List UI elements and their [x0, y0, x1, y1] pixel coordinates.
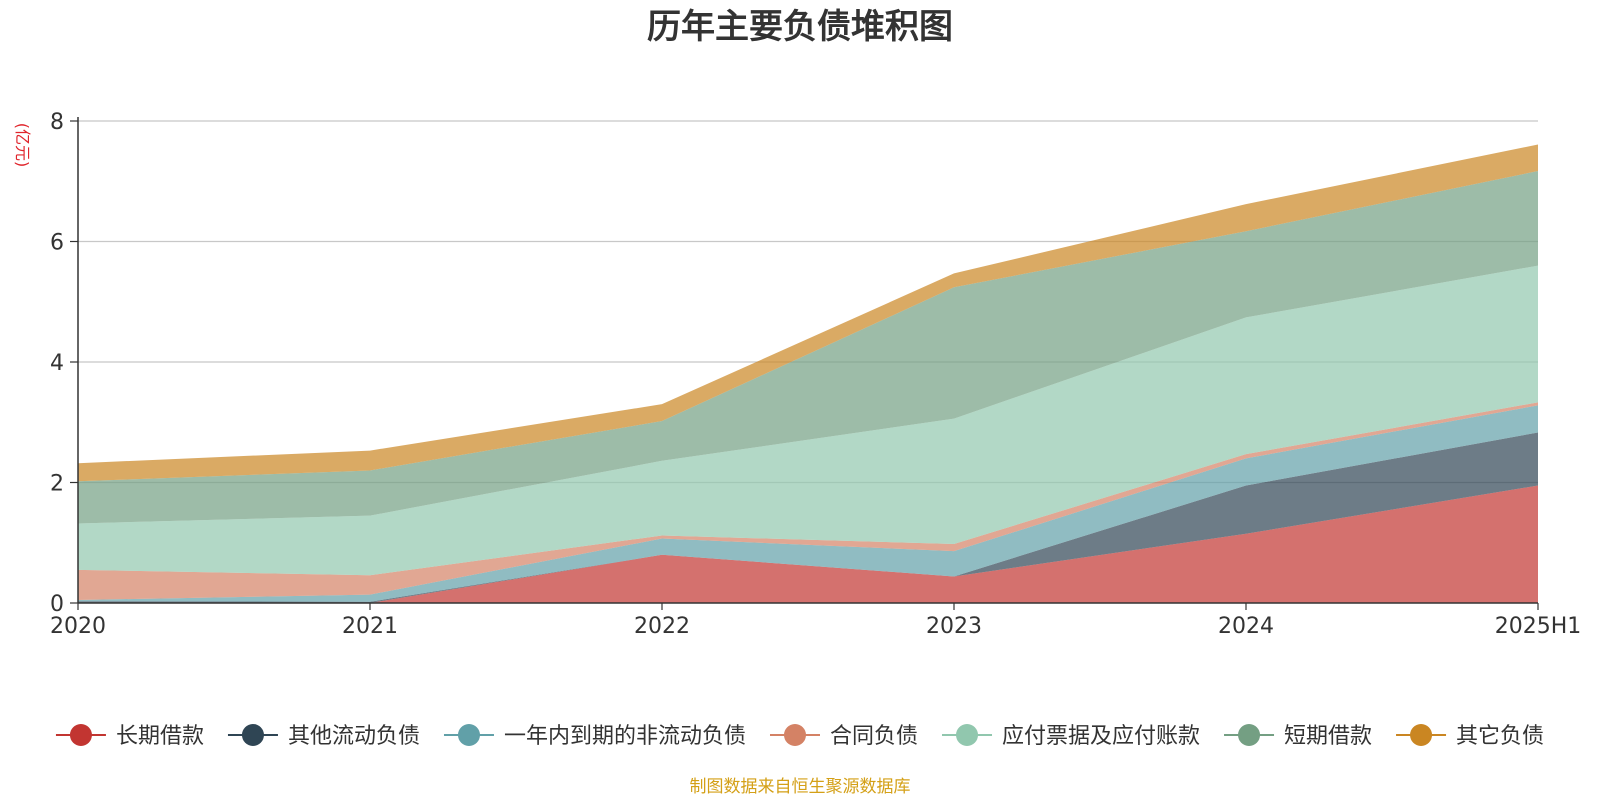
area-series-1	[78, 485, 1538, 603]
data-source-note: 制图数据来自恒生聚源数据库	[690, 777, 911, 797]
legend-circle-icon	[956, 724, 979, 746]
area-series-7	[78, 144, 1538, 482]
area-series	[78, 144, 1538, 603]
legend-label: 短期借款	[1284, 724, 1372, 749]
chart-title: 历年主要负债堆积图	[647, 7, 953, 47]
legend-label: 其它负债	[1456, 724, 1544, 749]
y-axis-unit: (亿元)	[13, 123, 32, 168]
legend-item[interactable]: 一年内到期的非流动负债	[443, 724, 746, 749]
x-tick-label: 2024	[1218, 614, 1274, 639]
legend-circle-icon	[1238, 724, 1261, 746]
axes: 0 2 4 6 8 2020 2021 2022 2023 2024 2025H1	[50, 110, 1581, 639]
y-tick-label: 4	[50, 351, 64, 376]
y-tick-label: 2	[50, 472, 64, 497]
legend[interactable]: 长期借款 其他流动负债 一年内到期的非流动负债 合同负债 应付票据及应付账款 短期借款 其它…	[55, 724, 1544, 749]
legend-item[interactable]: 合同负债	[769, 724, 918, 749]
area-series-3	[78, 405, 1538, 602]
legend-item[interactable]: 短期借款	[1224, 724, 1372, 749]
y-tick-label: 6	[50, 231, 64, 256]
y-tick-label: 8	[50, 110, 64, 135]
area-series-6	[78, 171, 1538, 524]
legend-circle-icon	[457, 724, 480, 746]
x-tick-label: 2021	[342, 614, 398, 639]
x-tick-label: 2022	[634, 614, 690, 639]
legend-label: 其他流动负债	[288, 724, 420, 749]
area-series-5	[78, 265, 1538, 576]
legend-item[interactable]: 应付票据及应付账款	[942, 724, 1200, 749]
legend-label: 一年内到期的非流动负债	[504, 724, 746, 749]
legend-item[interactable]: 其他流动负债	[227, 724, 420, 749]
area-series-4	[78, 402, 1538, 600]
legend-circle-icon	[1410, 724, 1433, 746]
x-tick-label: 2023	[926, 614, 982, 639]
legend-item[interactable]: 长期借款	[55, 724, 204, 749]
x-tick-label: 2025H1	[1495, 614, 1582, 639]
legend-label: 合同负债	[830, 724, 918, 749]
legend-circle-icon	[783, 724, 806, 746]
x-tick-label: 2020	[50, 614, 106, 639]
legend-label: 应付票据及应付账款	[1002, 724, 1200, 749]
y-tick-label: 0	[50, 592, 64, 617]
legend-label: 长期借款	[116, 724, 204, 749]
legend-circle-icon	[241, 724, 264, 746]
legend-circle-icon	[69, 724, 92, 746]
legend-item[interactable]: 其它负债	[1396, 724, 1544, 749]
area-series-2	[78, 432, 1538, 603]
